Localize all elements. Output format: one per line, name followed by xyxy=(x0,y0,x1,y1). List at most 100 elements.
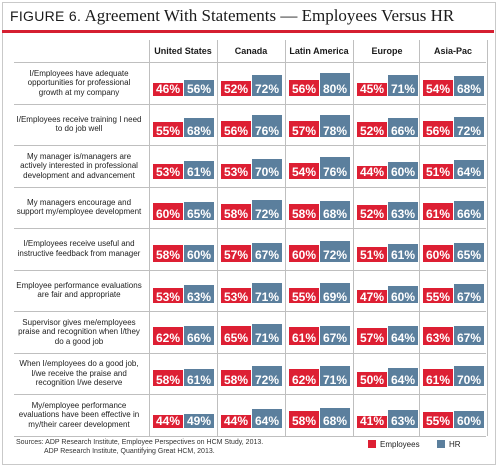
hr-bar xyxy=(252,199,282,221)
hr-value-label: 61% xyxy=(390,248,416,262)
employees-bar xyxy=(153,369,183,387)
hr-bar xyxy=(320,283,350,304)
hr-bar xyxy=(252,409,282,428)
hr-value-label: 68% xyxy=(456,82,482,96)
employees-value-label: 58% xyxy=(155,372,181,387)
hr-bar xyxy=(184,201,214,221)
hr-value-label: 60% xyxy=(390,289,416,304)
employees-value-label: 61% xyxy=(425,372,451,387)
hr-bar xyxy=(320,156,350,179)
title-rule xyxy=(2,30,494,33)
employees-bar xyxy=(423,326,453,345)
statement-label: My/employee performance evaluations have… xyxy=(18,400,140,429)
hr-value-label: 72% xyxy=(254,82,280,96)
hr-value-label: 72% xyxy=(322,248,348,262)
legend-swatch-hr xyxy=(437,440,445,448)
hr-value-label: 60% xyxy=(186,248,212,262)
employees-bar xyxy=(357,205,387,221)
employees-bar xyxy=(289,244,319,262)
hr-bar xyxy=(252,365,282,387)
employees-bar xyxy=(221,203,251,221)
hr-value-label: 64% xyxy=(390,372,416,387)
statement-label: I/Employees receive training I need to d… xyxy=(16,114,142,134)
hr-bar xyxy=(320,72,350,96)
hr-bar xyxy=(388,326,418,345)
header-rule xyxy=(14,62,486,63)
hr-value-label: 64% xyxy=(254,414,280,428)
hr-bar xyxy=(184,244,214,262)
hr-value-label: 63% xyxy=(186,289,212,304)
hr-value-label: 72% xyxy=(254,206,280,221)
hr-value-label: 80% xyxy=(322,82,348,96)
employees-value-label: 55% xyxy=(291,289,317,304)
employees-bar xyxy=(357,82,387,96)
hr-bar xyxy=(454,116,484,138)
employees-bar xyxy=(289,327,319,345)
hr-value-label: 49% xyxy=(186,414,212,428)
employees-value-label: 53% xyxy=(223,165,249,179)
hr-value-label: 66% xyxy=(186,331,212,345)
employees-value-label: 44% xyxy=(223,414,249,428)
region-header: Latin America xyxy=(289,46,349,56)
hr-value-label: 60% xyxy=(456,414,482,428)
row-separator xyxy=(14,145,486,146)
employees-value-label: 51% xyxy=(425,165,451,179)
hr-bar xyxy=(454,366,484,387)
hr-value-label: 71% xyxy=(254,331,280,345)
employees-value-label: 60% xyxy=(155,206,181,221)
employees-bar xyxy=(289,287,319,304)
employees-bar xyxy=(357,166,387,179)
employees-bar xyxy=(423,121,453,138)
hr-bar xyxy=(320,365,350,387)
employees-bar xyxy=(221,245,251,262)
hr-bar xyxy=(454,243,484,262)
employees-value-label: 62% xyxy=(155,331,181,345)
statement-label: Employee performance evaluations are fai… xyxy=(16,280,142,300)
employees-value-label: 54% xyxy=(291,165,317,179)
employees-bar xyxy=(289,120,319,138)
employees-value-label: 54% xyxy=(425,82,451,96)
region-header: Canada xyxy=(234,46,268,56)
employees-value-label: 61% xyxy=(291,331,317,345)
figure-title-text: Agreement With Statements — Employees Ve… xyxy=(84,6,455,25)
hr-bar xyxy=(184,368,214,387)
row-separator xyxy=(14,435,486,437)
legend: Employees xyxy=(368,440,420,449)
hr-value-label: 67% xyxy=(322,331,348,345)
employees-bar xyxy=(153,288,183,304)
region-header: Asia-Pac xyxy=(433,46,473,56)
hr-bar xyxy=(388,161,418,179)
hr-bar xyxy=(388,75,418,96)
hr-value-label: 67% xyxy=(456,289,482,304)
hr-value-label: 72% xyxy=(254,372,280,387)
row-separator xyxy=(14,186,486,188)
hr-bar xyxy=(184,285,214,304)
employees-value-label: 46% xyxy=(155,82,181,96)
hr-value-label: 63% xyxy=(390,206,416,221)
column-separator xyxy=(419,40,420,436)
employees-bar xyxy=(423,287,453,304)
employees-value-label: 56% xyxy=(223,123,249,138)
column-separator xyxy=(217,40,218,436)
employees-value-label: 56% xyxy=(425,123,451,138)
hr-bar xyxy=(184,325,214,345)
employees-value-label: 58% xyxy=(155,248,181,262)
hr-value-label: 71% xyxy=(322,372,348,387)
hr-value-label: 63% xyxy=(390,414,416,428)
legend-label-hr: HR xyxy=(449,440,461,449)
employees-bar xyxy=(423,368,453,387)
hr-bar xyxy=(184,117,214,138)
employees-value-label: 65% xyxy=(223,331,249,345)
employees-value-label: 61% xyxy=(425,206,451,221)
employees-value-label: 44% xyxy=(359,165,385,179)
employees-bar xyxy=(153,121,183,138)
hr-bar xyxy=(184,413,214,428)
employees-bar xyxy=(221,415,251,428)
hr-value-label: 72% xyxy=(456,123,482,138)
hr-value-label: 66% xyxy=(390,123,416,138)
hr-value-label: 64% xyxy=(456,165,482,179)
sources-line-2: ADP Research Institute, Quantifying Grea… xyxy=(44,448,215,455)
hr-bar xyxy=(388,409,418,428)
employees-value-label: 44% xyxy=(155,414,181,428)
